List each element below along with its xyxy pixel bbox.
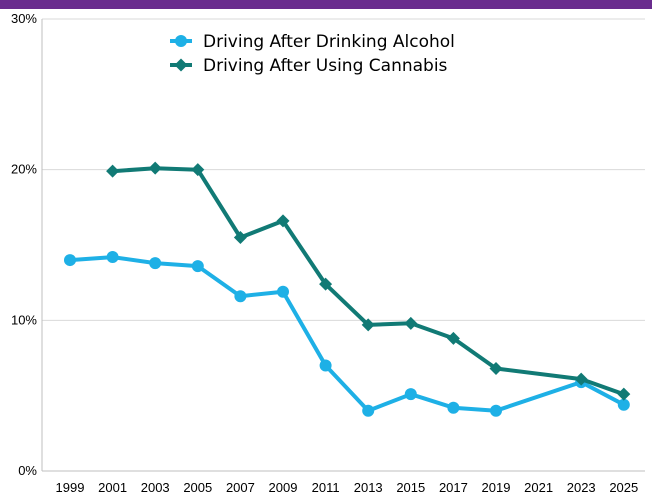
x-tick-label: 2003 (141, 480, 170, 495)
axes (41, 19, 645, 472)
x-tick-label: 2023 (567, 480, 596, 495)
x-tick-label: 2015 (396, 480, 425, 495)
x-tick-label: 2009 (269, 480, 298, 495)
header-accent-bar (0, 0, 652, 9)
data-point (106, 251, 119, 264)
y-tick-labels: 0% 10% 20% 30% (11, 11, 37, 478)
data-point (234, 290, 247, 303)
data-point (404, 316, 418, 330)
y-tick-label: 20% (11, 162, 37, 177)
legend-swatch-marker (174, 58, 188, 72)
series-2 (106, 161, 631, 401)
data-point (617, 387, 631, 401)
data-point (64, 254, 76, 267)
data-point (362, 404, 375, 417)
legend-swatch-marker (175, 35, 187, 47)
series (64, 161, 631, 417)
x-tick-label: 2019 (482, 480, 511, 495)
data-point (191, 260, 204, 273)
x-tick-label: 2005 (183, 480, 212, 495)
x-tick-label: 2013 (354, 480, 383, 495)
x-tick-label: 2007 (226, 480, 255, 495)
legend-entry: Driving After Drinking Alcohol (170, 32, 455, 52)
data-point (319, 359, 332, 372)
x-tick-label: 2021 (524, 480, 553, 495)
data-point (361, 318, 375, 332)
legend: Driving After Drinking Alcohol Driving Af… (170, 32, 455, 76)
data-point (447, 401, 460, 414)
data-point (149, 257, 162, 270)
data-point (277, 285, 289, 298)
legend-entry: Driving After Using Cannabis (170, 56, 448, 76)
series-1 (64, 251, 630, 417)
legend-label: Driving After Using Cannabis (203, 56, 448, 76)
series-line (68, 255, 626, 413)
data-point (489, 362, 503, 376)
data-point (233, 230, 247, 244)
series-line (110, 166, 626, 397)
x-tick-label: 1999 (56, 480, 85, 495)
y-tick-label: 0% (18, 463, 37, 478)
data-point (617, 398, 630, 411)
x-tick-label: 2011 (312, 480, 340, 495)
data-point (106, 164, 120, 178)
y-tick-label: 10% (11, 312, 37, 327)
x-tick-label: 2001 (98, 480, 127, 495)
data-point (490, 404, 502, 417)
y-tick-label: 30% (11, 11, 37, 26)
data-point (191, 163, 205, 177)
data-point (319, 277, 333, 291)
data-point (404, 388, 417, 401)
data-point (574, 372, 588, 386)
legend-label: Driving After Drinking Alcohol (203, 32, 455, 52)
x-tick-label: 2025 (609, 480, 638, 495)
x-tick-label: 2017 (439, 480, 468, 495)
data-point (446, 331, 460, 345)
x-tick-labels: 1999 2001 2003 2005 2007 2009 2011 2013 2015 2017… (56, 480, 639, 495)
data-point (148, 161, 162, 175)
data-point (276, 214, 290, 228)
